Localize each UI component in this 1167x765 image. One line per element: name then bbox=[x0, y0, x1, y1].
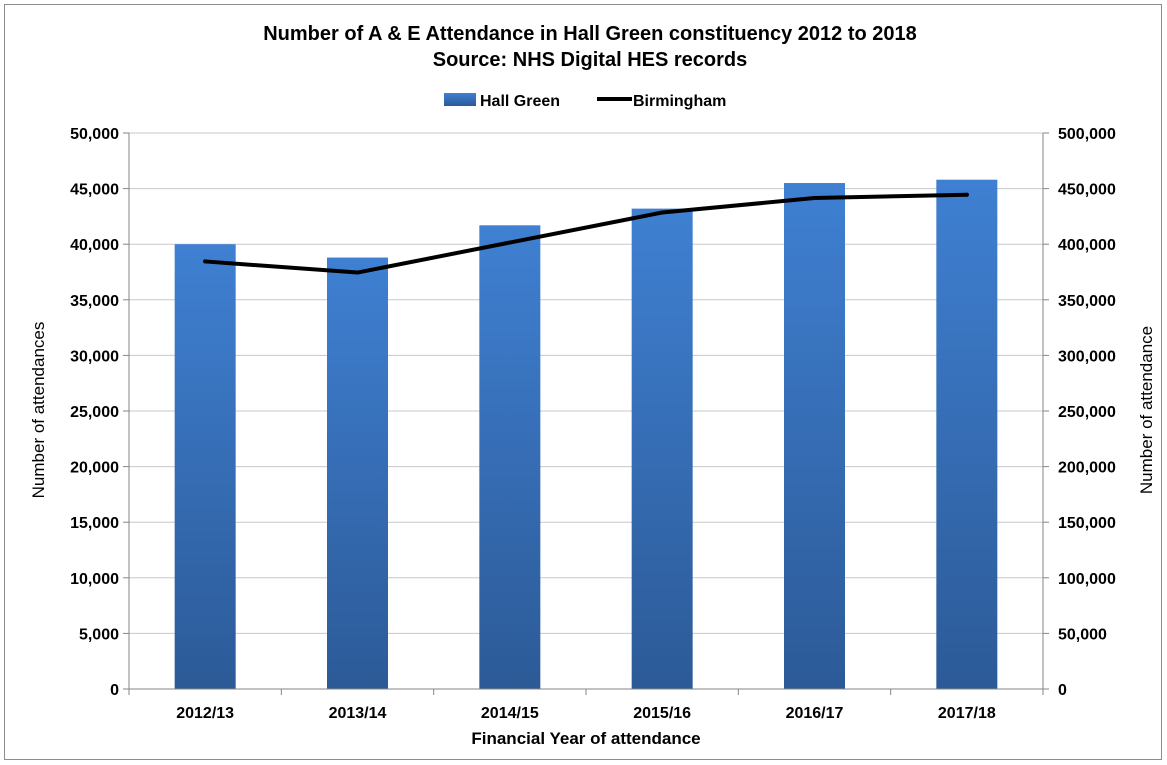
y-tick-label-right: 400,000 bbox=[1058, 237, 1116, 254]
y-tick-label-left: 25,000 bbox=[70, 404, 119, 421]
point-birmingham-2016-17 bbox=[812, 196, 817, 201]
y-tick-label-left: 0 bbox=[110, 682, 119, 699]
y-tick-label-right: 300,000 bbox=[1058, 348, 1116, 365]
y-tick-label-right: 150,000 bbox=[1058, 515, 1116, 532]
y-tick-label-left: 20,000 bbox=[70, 460, 119, 477]
bar-hall-green-2014-15 bbox=[479, 225, 541, 689]
x-tick-label: 2017/18 bbox=[938, 705, 996, 722]
legend-label-hall-green: Hall Green bbox=[480, 93, 560, 110]
y-tick-label-left: 50,000 bbox=[70, 126, 119, 143]
y-tick-label-right: 250,000 bbox=[1058, 404, 1116, 421]
x-tick-label: 2013/14 bbox=[329, 705, 387, 722]
point-birmingham-2013-14 bbox=[355, 270, 360, 275]
y-tick-label-left: 10,000 bbox=[70, 571, 119, 588]
y-tick-label-left: 30,000 bbox=[70, 348, 119, 365]
chart-legend: Hall Green Birmingham bbox=[444, 93, 726, 110]
y-tick-label-right: 100,000 bbox=[1058, 571, 1116, 588]
y-tick-label-right: 50,000 bbox=[1058, 626, 1107, 643]
bar-hall-green-2016-17 bbox=[784, 183, 845, 690]
x-tick-label: 2016/17 bbox=[786, 705, 844, 722]
point-birmingham-2012-13 bbox=[203, 259, 208, 264]
chart-subtitle: Source: NHS Digital HES records bbox=[433, 49, 748, 71]
bar-hall-green-2012-13 bbox=[174, 244, 236, 689]
y-tick-label-right: 350,000 bbox=[1058, 293, 1116, 310]
y-axis-title-right: Number of attendance bbox=[1137, 326, 1156, 494]
x-axis-title: Financial Year of attendance bbox=[471, 729, 700, 748]
axes: 0 5,000 10,000 15,000 20,000 25,000 30,000 35,0… bbox=[70, 126, 1116, 722]
point-birmingham-2014-15 bbox=[507, 240, 512, 245]
y-tick-label-right: 500,000 bbox=[1058, 126, 1116, 143]
y-axis-title-left: Number of attendances bbox=[29, 322, 48, 499]
line-series-birmingham bbox=[203, 192, 969, 275]
point-birmingham-2015-16 bbox=[660, 210, 665, 215]
x-tick-label: 2012/13 bbox=[176, 705, 234, 722]
y-tick-label-left: 35,000 bbox=[70, 293, 119, 310]
y-tick-label-right: 450,000 bbox=[1058, 182, 1116, 199]
bar-hall-green-2013-14 bbox=[327, 257, 388, 689]
y-tick-label-left: 45,000 bbox=[70, 182, 119, 199]
y-tick-label-left: 40,000 bbox=[70, 237, 119, 254]
gridlines bbox=[129, 132, 1043, 634]
y-tick-label-right: 0 bbox=[1058, 682, 1067, 699]
x-tick-label: 2014/15 bbox=[481, 705, 539, 722]
point-birmingham-2017-18 bbox=[964, 192, 969, 197]
line-birmingham bbox=[203, 192, 969, 275]
legend-swatch-hall-green bbox=[444, 93, 476, 106]
x-tick-label: 2015/16 bbox=[633, 705, 691, 722]
y-tick-label-right: 200,000 bbox=[1058, 460, 1116, 477]
y-tick-label-left: 15,000 bbox=[70, 515, 119, 532]
y-tick-label-left: 5,000 bbox=[79, 626, 119, 643]
bar-hall-green-2015-16 bbox=[631, 208, 693, 689]
bar-series-hall-green bbox=[174, 179, 998, 690]
bar-hall-green-2017-18 bbox=[936, 179, 998, 690]
legend-label-birmingham: Birmingham bbox=[633, 93, 726, 110]
chart-title: Number of A & E Attendance in Hall Green… bbox=[263, 23, 917, 45]
